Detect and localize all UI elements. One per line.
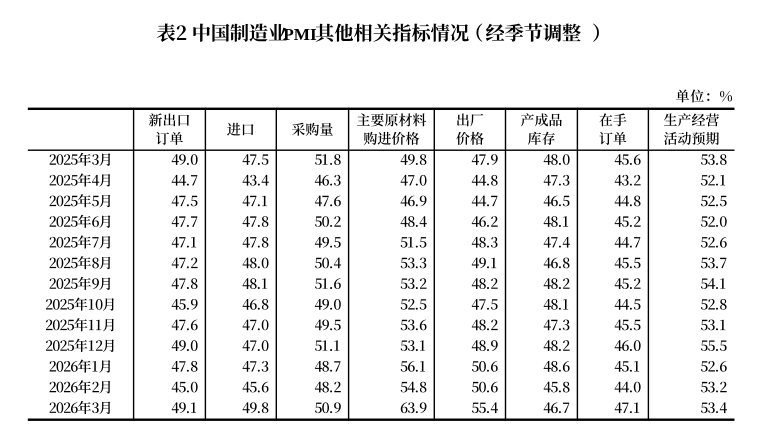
svg-text:PMI: PMI (283, 25, 317, 44)
